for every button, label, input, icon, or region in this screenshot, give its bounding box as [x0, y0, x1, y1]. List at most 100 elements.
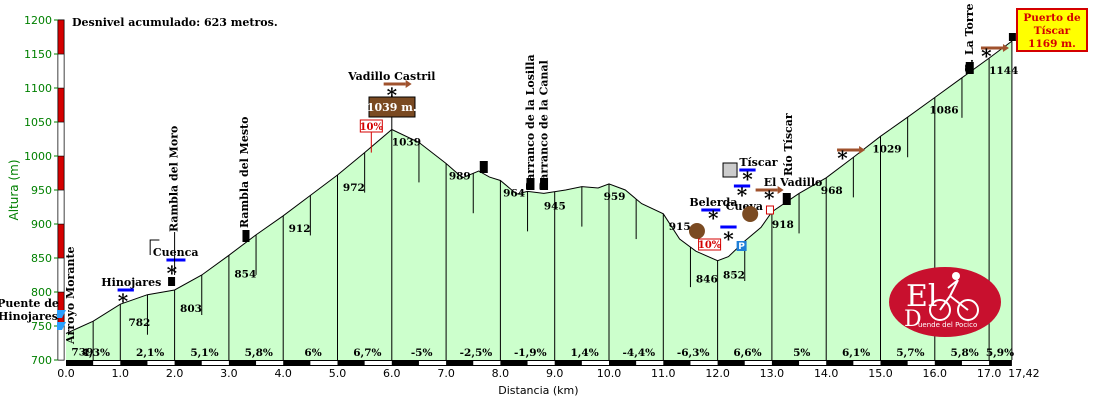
segment-grade-label: 5,8% — [245, 347, 273, 359]
viewpoint-star: * — [837, 146, 848, 170]
x-tick-label: 11.0 — [651, 367, 676, 380]
elevation-label: 739 — [71, 346, 93, 358]
x-tick-label: 2.0 — [166, 367, 184, 380]
grade-flag-label: 10% — [360, 122, 384, 133]
marker-icon — [479, 161, 488, 173]
direction-arrow-head — [1002, 44, 1009, 52]
y-axis-segment — [57, 155, 65, 191]
summit-badge-line1: Puerto de — [1023, 12, 1081, 24]
viewpoint-star: * — [737, 183, 748, 207]
place-arroyo-morante: Arroyo Morante — [64, 246, 77, 345]
x-tick-label: 0.0 — [57, 367, 75, 380]
segment-grade-label: 5,7% — [896, 347, 924, 359]
y-axis-segment — [57, 53, 65, 89]
cave-icon — [742, 206, 759, 222]
elevation-label: 1144 — [989, 65, 1018, 77]
x-ruler-segment — [364, 361, 392, 365]
elevation-label: 803 — [180, 303, 202, 315]
x-ruler-segment — [527, 361, 555, 365]
elevation-label: 989 — [449, 170, 471, 182]
elevation-label: 964 — [503, 187, 525, 199]
elevation-label: 972 — [343, 182, 365, 194]
elevation-label: 782 — [128, 317, 150, 329]
svg-text:uende del Pocico: uende del Pocico — [918, 321, 977, 329]
viewpoint-star: * — [118, 289, 129, 313]
y-tick-label: 1200 — [24, 14, 52, 27]
place-puente-line1: Puente de — [0, 297, 59, 310]
x-tick-label: 15.0 — [868, 367, 893, 380]
x-ruler-segment — [853, 361, 881, 365]
direction-arrow-head — [777, 186, 784, 194]
segment-grade-label: 5,1% — [190, 347, 218, 359]
marker-icon — [540, 178, 549, 190]
viewpoint-star: * — [981, 44, 992, 68]
segment-grade-label: -6,3% — [677, 347, 710, 359]
elevation-label: 945 — [544, 200, 566, 212]
place-tiscar: Tíscar — [739, 156, 777, 169]
place-rio-tiscar: Río Tíscar — [782, 113, 795, 176]
y-tick-label: 700 — [31, 354, 52, 367]
place-puente-line2: Hinojares — [0, 310, 58, 323]
direction-arrow-head — [405, 80, 412, 88]
segment-grade-label: 5,9% — [986, 347, 1014, 359]
elevation-label: 1086 — [929, 105, 958, 117]
summit-box-label: 1039 m. — [367, 101, 417, 114]
segment-grade-label: -2,5% — [460, 347, 493, 359]
x-ruler-segment — [93, 361, 121, 365]
elevation-label: 912 — [289, 223, 311, 235]
elevation-label: 918 — [772, 219, 794, 231]
x-ruler-segment — [961, 361, 990, 365]
parking-label: P — [738, 242, 745, 252]
duende-logo: El D uende del Pocico — [889, 267, 1001, 337]
x-ruler-segment — [473, 361, 501, 365]
house-icon — [765, 205, 774, 215]
y-tick-label: 1050 — [24, 116, 52, 129]
summit-marker-icon — [1008, 33, 1016, 41]
segment-grade-label: 2,1% — [136, 347, 164, 359]
x-ruler-segment — [690, 361, 718, 365]
x-tick-label: 12.0 — [705, 367, 730, 380]
x-ruler-segment — [147, 361, 175, 365]
elevation-label: 852 — [723, 270, 745, 282]
y-tick-label: 800 — [31, 286, 52, 299]
elevation-label: 915 — [669, 221, 691, 233]
elevation-label: 1029 — [872, 143, 901, 155]
segment-grade-label: 6,1% — [842, 347, 870, 359]
grade-flag-box — [698, 238, 722, 251]
x-end-label: 17,42 — [1008, 367, 1040, 380]
y-tick-label: 1000 — [24, 150, 52, 163]
x-tick-label: 9.0 — [546, 367, 564, 380]
x-tick-label: 8.0 — [492, 367, 510, 380]
summit-badge: Puerto de Tíscar 1169 m. — [1016, 8, 1088, 52]
x-tick-label: 14.0 — [814, 367, 839, 380]
x-tick-label: 1.0 — [112, 367, 130, 380]
marker-icon — [526, 178, 535, 190]
segment-grade-label: 4,3% — [82, 347, 110, 359]
place-rambla-moro: Rambla del Moro — [167, 126, 180, 232]
x-tick-label: 10.0 — [597, 367, 622, 380]
x-ruler-segment — [636, 361, 664, 365]
place-b-la-torre: B. La Torre — [963, 3, 976, 72]
x-tick-label: 6.0 — [383, 367, 401, 380]
viewpoint-star: * — [167, 261, 178, 285]
bridge-icon — [57, 322, 66, 330]
x-tick-label: 5.0 — [329, 367, 347, 380]
viewpoint-star: * — [764, 186, 775, 210]
elevation-label: 968 — [821, 185, 843, 197]
y-axis-label: Altura (m) — [7, 159, 21, 220]
place-hinojares: Hinojares — [101, 276, 161, 289]
x-tick-label: 17.0 — [977, 367, 1002, 380]
chart-title: Desnivel acumulado: 623 metros. — [72, 16, 278, 29]
y-axis-segment — [57, 19, 65, 55]
elevation-label: 959 — [604, 191, 626, 203]
profile-line — [65, 40, 1013, 334]
segment-grade-label: -1,9% — [514, 347, 547, 359]
x-ruler-segment — [581, 361, 609, 365]
x-ruler-segment — [799, 361, 827, 365]
profile-area — [66, 41, 1012, 360]
y-tick-label: 1150 — [24, 48, 52, 61]
x-ruler-segment — [907, 361, 935, 365]
viewpoint-star: * — [742, 167, 753, 191]
parking-icon — [736, 241, 747, 251]
place-vadillo-castril: Vadillo Castril — [347, 70, 435, 83]
